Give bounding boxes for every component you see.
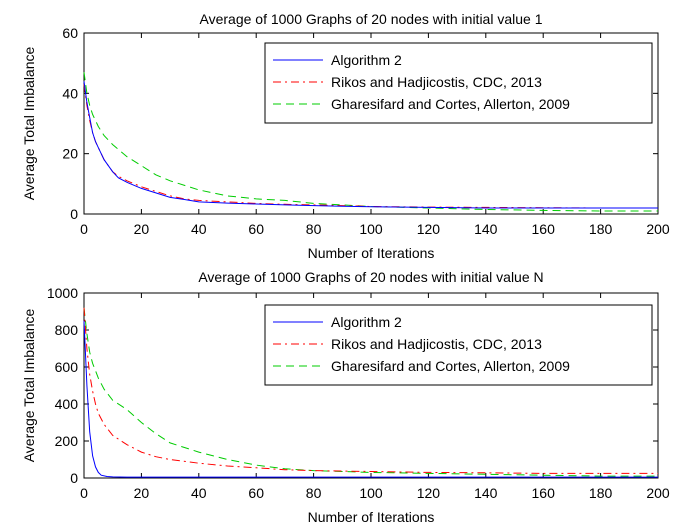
chart-top: Average of 1000 Graphs of 20 nodes with … [21,11,670,261]
x-tick-label: 200 [646,485,670,501]
x-tick-label: 120 [417,221,441,237]
chart-bottom: Average of 1000 Graphs of 20 nodes with … [21,269,670,523]
y-tick-label: 20 [62,146,78,162]
x-tick-label: 0 [80,221,88,237]
x-tick-label: 140 [474,485,498,501]
y-tick-label: 40 [62,85,78,101]
legend-entry: Algorithm 2 [331,314,402,330]
x-tick-label: 100 [359,221,383,237]
y-tick-label: 400 [55,396,79,412]
y-axis-label: Average Total Imbalance [21,47,37,201]
legend-entry: Rikos and Hadjicostis, CDC, 2013 [331,336,542,352]
y-tick-label: 800 [55,322,79,338]
x-tick-label: 40 [191,221,207,237]
x-tick-label: 0 [80,485,88,501]
x-tick-label: 140 [474,221,498,237]
x-tick-label: 100 [359,485,383,501]
x-axis-label: Number of Iterations [308,245,435,261]
x-tick-label: 80 [306,221,322,237]
legend-box [264,42,653,124]
x-tick-label: 160 [532,221,556,237]
legend-entry: Algorithm 2 [331,52,402,68]
x-tick-label: 120 [417,485,441,501]
chart-title: Average of 1000 Graphs of 20 nodes with … [200,11,543,27]
y-tick-label: 600 [55,359,79,375]
y-tick-label: 1000 [47,285,78,301]
y-tick-label: 0 [70,206,78,222]
series-line-1 [83,320,658,478]
y-tick-label: 60 [62,25,78,41]
x-tick-label: 180 [589,221,613,237]
x-tick-label: 160 [532,485,556,501]
series-line-1 [83,81,658,209]
x-axis-label: Number of Iterations [308,509,435,523]
x-tick-label: 60 [248,485,264,501]
y-tick-label: 200 [55,433,79,449]
legend-entry: Gharesifard and Cortes, Allerton, 2009 [331,96,570,112]
x-tick-label: 80 [306,485,322,501]
x-tick-label: 200 [646,221,670,237]
legend: Algorithm 2 Rikos and Hadjicostis, CDC, 2… [264,304,653,386]
x-tick-label: 20 [134,485,150,501]
series-line-2 [83,307,658,474]
legend-entry: Rikos and Hadjicostis, CDC, 2013 [331,74,542,90]
x-tick-label: 40 [191,485,207,501]
legend: Algorithm 2 Rikos and Hadjicostis, CDC, 2… [264,42,653,124]
x-tick-label: 20 [134,221,150,237]
x-tick-label: 180 [589,485,613,501]
x-tick-label: 60 [248,221,264,237]
legend-entry: Gharesifard and Cortes, Allerton, 2009 [331,358,570,374]
y-tick-label: 0 [70,470,78,486]
series-line-3 [83,307,658,477]
legend-box [264,304,653,386]
y-axis-label: Average Total Imbalance [21,309,37,463]
series-line-3 [83,72,658,212]
chart-title: Average of 1000 Graphs of 20 nodes with … [198,269,543,285]
